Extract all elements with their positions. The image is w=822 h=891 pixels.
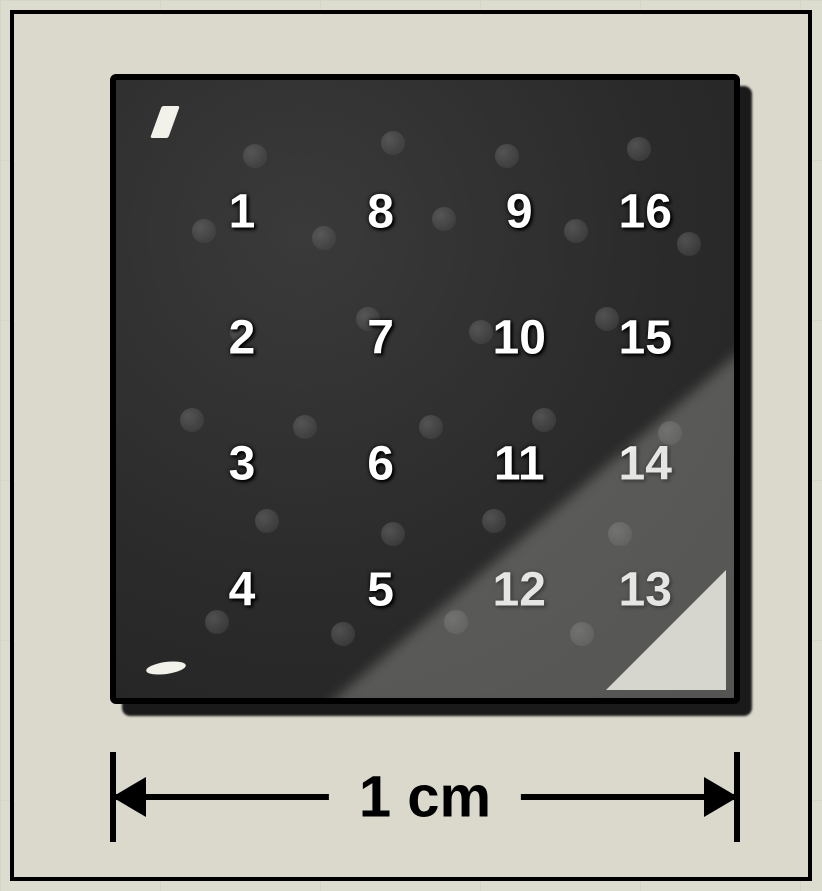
grid-number-label: 16 [618,185,671,240]
grid-number-label: 5 [367,563,394,618]
grid-number-label: 10 [492,311,545,366]
chip-dot [419,415,443,439]
scale-arrowhead-right [704,777,738,817]
chip-dot [658,421,682,445]
chip-dot [570,622,594,646]
scale-bar: 1 cm [110,734,740,854]
grid-number-label: 8 [367,185,394,240]
grid-number-label: 6 [367,437,394,492]
grid-number-label: 13 [618,563,671,618]
grid-number-label: 3 [229,437,256,492]
grid-number-label: 15 [618,311,671,366]
figure-frame: 12348765910111216151413 1 cm [10,10,812,881]
grid-number-label: 4 [229,563,256,618]
grid-number-label: 12 [492,563,545,618]
grid-number-label: 1 [229,185,256,240]
scale-label-text: 1 cm [359,765,491,830]
chip-dot [608,522,632,546]
chip-dot [482,509,506,533]
grid-number-label: 14 [618,437,671,492]
chip-dot [444,610,468,634]
chip-container: 12348765910111216151413 [110,74,740,704]
chip-dot [381,522,405,546]
grid-number-label: 11 [494,437,545,492]
grid-number-label: 9 [506,185,533,240]
grid-number-label: 7 [367,311,394,366]
scale-label: 1 cm [329,760,521,835]
scale-arrowhead-left [112,777,146,817]
grid-number-label: 2 [229,311,256,366]
chip-corner-triangle [606,570,726,690]
chip-number-labels: 12348765910111216151413 [116,80,734,698]
chip-dot [532,408,556,432]
chip-die: 12348765910111216151413 [110,74,740,704]
chip-dot [331,622,355,646]
